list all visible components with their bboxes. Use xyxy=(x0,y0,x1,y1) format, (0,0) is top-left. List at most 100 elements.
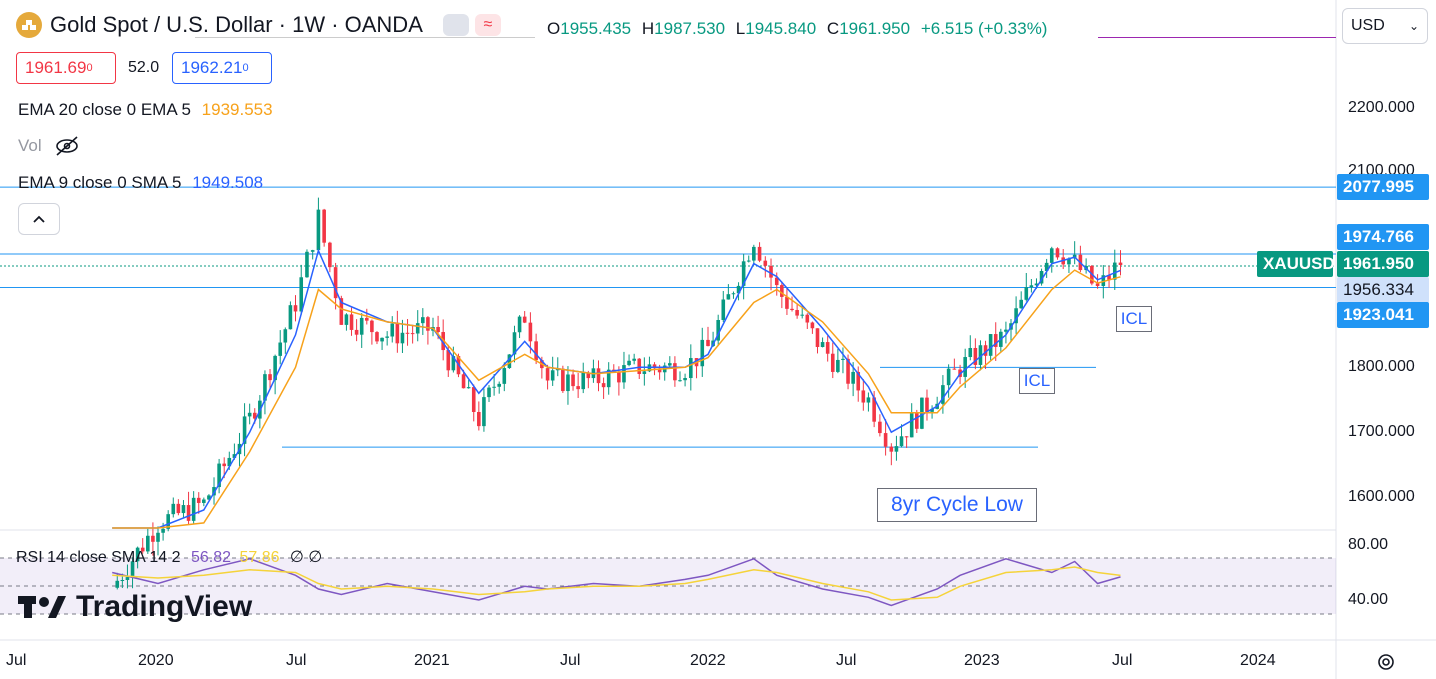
candle-body[interactable] xyxy=(866,397,871,403)
candle-body[interactable] xyxy=(596,368,601,384)
candle-body[interactable] xyxy=(471,387,476,412)
candle-body[interactable] xyxy=(836,359,840,372)
candle-body[interactable] xyxy=(1112,262,1117,280)
candle-body[interactable] xyxy=(477,411,481,427)
candle-body[interactable] xyxy=(436,327,440,333)
candle-body[interactable] xyxy=(156,532,160,542)
candle-body[interactable] xyxy=(502,368,507,384)
candle-body[interactable] xyxy=(805,314,810,323)
candle-body[interactable] xyxy=(135,547,140,562)
candle-body[interactable] xyxy=(140,547,145,552)
candle-body[interactable] xyxy=(1067,258,1071,265)
candle-body[interactable] xyxy=(736,285,741,294)
candle-body[interactable] xyxy=(673,363,677,381)
candle-body[interactable] xyxy=(746,260,751,262)
candle-body[interactable] xyxy=(1095,283,1100,286)
candle-body[interactable] xyxy=(466,387,471,389)
candle-body[interactable] xyxy=(846,358,850,384)
candle-body[interactable] xyxy=(482,397,486,427)
candle-body[interactable] xyxy=(186,505,191,521)
candle-body[interactable] xyxy=(242,416,247,444)
candle-body[interactable] xyxy=(825,342,830,354)
candle-body[interactable] xyxy=(349,314,354,330)
rsi-legend[interactable]: RSI 14 close SMA 14 2 56.82 57.86 ∅ ∅ xyxy=(16,549,323,566)
candle-body[interactable] xyxy=(181,505,186,514)
candle-body[interactable] xyxy=(217,463,221,488)
candle-body[interactable] xyxy=(278,342,283,356)
settings-gear-icon[interactable] xyxy=(1376,652,1396,677)
chart-type-pill[interactable]: ≈ xyxy=(442,14,501,36)
candle-body[interactable] xyxy=(283,329,288,343)
candle-body[interactable] xyxy=(1024,287,1029,300)
candle-body[interactable] xyxy=(581,372,586,390)
symbol-title[interactable]: Gold Spot / U.S. Dollar · 1W · OANDA ≈ xyxy=(16,12,519,38)
candle-body[interactable] xyxy=(1039,270,1044,284)
candle-body[interactable] xyxy=(426,317,430,331)
cycle-low-annotation[interactable]: 8yr Cycle Low xyxy=(877,488,1037,522)
candle-body[interactable] xyxy=(390,323,395,337)
candle-body[interactable] xyxy=(263,374,267,401)
candle-body[interactable] xyxy=(973,347,978,365)
candle-body[interactable] xyxy=(176,503,181,514)
candle-body[interactable] xyxy=(115,580,120,588)
candle-body[interactable] xyxy=(914,412,919,429)
candle-body[interactable] xyxy=(171,503,176,515)
candle-body[interactable] xyxy=(1044,262,1049,271)
candle-body[interactable] xyxy=(333,267,338,299)
candle-body[interactable] xyxy=(571,374,575,387)
candle-body[interactable] xyxy=(247,412,252,417)
candle-body[interactable] xyxy=(421,317,425,324)
candle-body[interactable] xyxy=(988,334,993,356)
candle-body[interactable] xyxy=(706,339,710,347)
candle-body[interactable] xyxy=(191,497,196,521)
candle-body[interactable] xyxy=(883,433,888,447)
candle-body[interactable] xyxy=(993,334,998,347)
candle-body[interactable] xyxy=(522,316,527,323)
candle-body[interactable] xyxy=(1004,329,1008,332)
candle-body[interactable] xyxy=(963,357,967,377)
candle-body[interactable] xyxy=(780,285,784,297)
candle-body[interactable] xyxy=(1029,285,1034,288)
candle-body[interactable] xyxy=(617,371,621,383)
candle-body[interactable] xyxy=(872,397,876,422)
candle-body[interactable] xyxy=(1049,248,1054,263)
candle-body[interactable] xyxy=(637,358,642,374)
candle-body[interactable] xyxy=(800,314,805,316)
minus-icon[interactable] xyxy=(442,14,469,36)
candle-body[interactable] xyxy=(410,333,415,335)
wave-icon[interactable]: ≈ xyxy=(474,14,501,36)
candle-body[interactable] xyxy=(375,332,379,342)
candle-body[interactable] xyxy=(451,356,456,371)
candle-body[interactable] xyxy=(492,386,496,388)
candle-body[interactable] xyxy=(731,293,736,295)
candle-body[interactable] xyxy=(810,322,815,329)
candle-body[interactable] xyxy=(566,374,570,392)
candle-body[interactable] xyxy=(841,358,845,360)
candle-body[interactable] xyxy=(909,412,914,438)
candle-body[interactable] xyxy=(151,535,155,542)
candle-body[interactable] xyxy=(364,317,369,321)
candle-body[interactable] xyxy=(657,368,662,373)
candle-body[interactable] xyxy=(512,332,517,355)
candle-body[interactable] xyxy=(222,463,227,467)
currency-select[interactable]: USD ⌄ xyxy=(1342,8,1428,44)
candle-body[interactable] xyxy=(268,374,272,381)
candle-body[interactable] xyxy=(820,342,825,348)
candle-body[interactable] xyxy=(952,368,957,370)
candle-body[interactable] xyxy=(622,365,626,383)
candle-body[interactable] xyxy=(1014,308,1018,324)
candle-body[interactable] xyxy=(757,246,762,261)
candle-body[interactable] xyxy=(166,514,170,529)
candle-body[interactable] xyxy=(528,322,533,342)
candle-body[interactable] xyxy=(576,386,580,390)
collapse-legend-button[interactable] xyxy=(18,203,60,235)
candle-body[interactable] xyxy=(769,265,773,278)
candle-body[interactable] xyxy=(785,296,789,309)
candle-body[interactable] xyxy=(196,497,201,503)
candle-body[interactable] xyxy=(978,345,983,365)
candle-body[interactable] xyxy=(1101,275,1106,286)
candle-body[interactable] xyxy=(899,436,904,447)
candle-body[interactable] xyxy=(310,250,315,252)
candle-body[interactable] xyxy=(400,332,405,344)
candle-body[interactable] xyxy=(322,209,326,243)
